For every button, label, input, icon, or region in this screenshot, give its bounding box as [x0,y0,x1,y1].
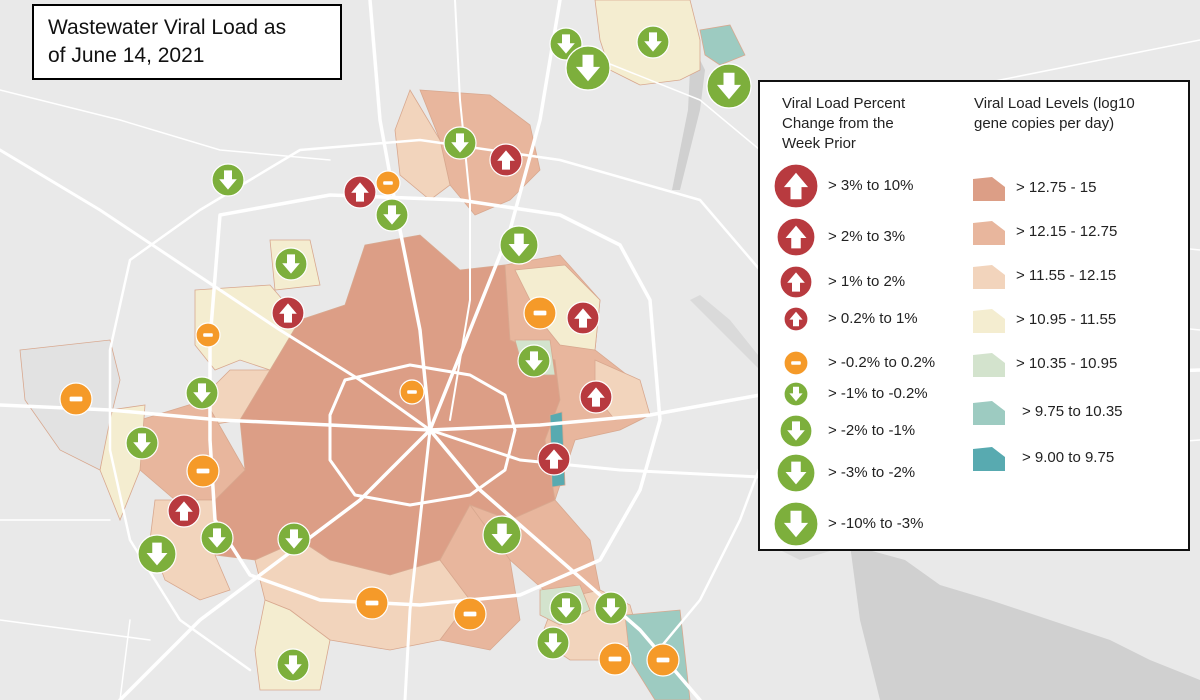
stable-marker-icon[interactable] [375,170,401,196]
legend-level-title: Viral Load Levels (log10 gene copies per… [974,94,1135,134]
legend-down-arrow-icon [778,413,814,454]
legend-down-arrow-icon [772,500,820,553]
region-north-teal [699,24,746,66]
legend-change-label: > -1% to -0.2% [828,385,928,402]
legend-level-label: > 11.55 - 12.15 [1016,267,1117,284]
decrease-marker-icon[interactable] [211,163,245,197]
i-610-loop [328,363,517,507]
legend-level-label: > 10.35 - 10.95 [1016,355,1118,372]
decrease-marker-icon[interactable] [517,344,551,378]
stable-marker-icon[interactable] [523,296,557,330]
decrease-marker-icon[interactable] [137,534,177,574]
legend-up-arrow-icon [782,305,810,338]
decrease-marker-icon[interactable] [499,225,539,265]
region-south-cream [254,599,331,691]
legend-change-label: > 0.2% to 1% [828,310,918,327]
viral-change-markers [59,25,752,682]
increase-marker-icon[interactable] [343,175,377,209]
legend-up-arrow-icon [775,216,817,263]
legend-down-arrow-icon [782,380,810,413]
legend-level-swatch [972,264,1006,295]
legend-level-swatch [972,176,1006,207]
increase-marker-icon[interactable] [537,442,571,476]
hardy-toll [449,0,471,421]
map-title-line-2: of June 14, 2021 [48,44,205,67]
i-45-north [368,0,432,432]
stable-marker-icon[interactable] [646,643,680,677]
legend-level-label: > 10.95 - 11.55 [1016,311,1117,328]
decrease-marker-icon[interactable] [706,63,752,109]
decrease-marker-icon[interactable] [594,591,628,625]
legend-up-arrow-icon [778,264,814,305]
beltway-8 [208,193,662,607]
legend-level-title-line: gene copies per day) [974,115,1115,132]
legend-level-swatch [972,308,1006,339]
legend-dash-icon [782,349,810,382]
sh-288 [403,428,432,700]
decrease-marker-icon[interactable] [185,376,219,410]
stable-marker-icon[interactable] [186,454,220,488]
legend-up-arrow-icon [772,162,820,215]
increase-marker-icon[interactable] [566,301,600,335]
decrease-marker-icon[interactable] [549,591,583,625]
us-59-south [118,428,432,700]
stable-marker-icon[interactable] [598,642,632,676]
legend-level-swatch [972,220,1006,251]
decrease-marker-icon[interactable] [274,247,308,281]
legend-change-title-line: Viral Load Percent [782,95,906,112]
decrease-marker-icon[interactable] [536,626,570,660]
decrease-marker-icon[interactable] [277,522,311,556]
decrease-marker-icon[interactable] [375,198,409,232]
legend-level-title-line: Viral Load Levels (log10 [974,95,1135,112]
stable-marker-icon[interactable] [453,597,487,631]
galveston-bay [850,545,1200,700]
decrease-marker-icon[interactable] [636,25,670,59]
lake-houston [672,40,705,190]
legend-down-arrow-icon [775,452,817,499]
decrease-marker-icon[interactable] [276,648,310,682]
legend-level-swatch [972,400,1006,431]
map-title-line-1: Wastewater Viral Load as [48,16,287,39]
us-290 [0,148,432,432]
legend-change-title-line: Change from the [782,115,894,132]
legend-change-label: > -3% to -2% [828,464,916,481]
increase-marker-icon[interactable] [579,380,613,414]
legend-change-title-line: Week Prior [782,135,856,152]
decrease-marker-icon[interactable] [482,515,522,555]
decrease-marker-icon[interactable] [125,426,159,460]
legend-level-swatch [972,446,1006,477]
stable-marker-icon[interactable] [195,322,221,348]
increase-marker-icon[interactable] [271,296,305,330]
legend-level-label: > 9.75 to 10.35 [1022,403,1123,420]
legend-change-label: > -2% to -1% [828,422,916,439]
legend-level-label: > 12.15 - 12.75 [1016,223,1118,240]
legend-change-label: > -10% to -3% [828,515,924,532]
stable-marker-icon[interactable] [399,379,425,405]
decrease-marker-icon[interactable] [565,45,611,91]
increase-marker-icon[interactable] [489,143,523,177]
legend-change-label: > 2% to 3% [828,228,906,245]
legend-level-label: > 9.00 to 9.75 [1022,449,1115,466]
legend-change-label: > 3% to 10% [828,177,914,194]
decrease-marker-icon[interactable] [200,521,234,555]
legend-level-label: > 12.75 - 15 [1016,179,1097,196]
legend-level-swatch [972,352,1006,383]
increase-marker-icon[interactable] [167,494,201,528]
legend-change-label: > -0.2% to 0.2% [828,354,936,371]
legend-change-label: > 1% to 2% [828,273,906,290]
legend-change-title: Viral Load Percent Change from the Week … [782,94,905,154]
sh-225 [428,428,822,482]
decrease-marker-icon[interactable] [443,126,477,160]
stable-marker-icon[interactable] [59,382,93,416]
map-title-box: Wastewater Viral Load as of June 14, 202… [32,4,342,80]
stable-marker-icon[interactable] [355,586,389,620]
legend-box: Viral Load Percent Change from the Week … [758,80,1190,551]
